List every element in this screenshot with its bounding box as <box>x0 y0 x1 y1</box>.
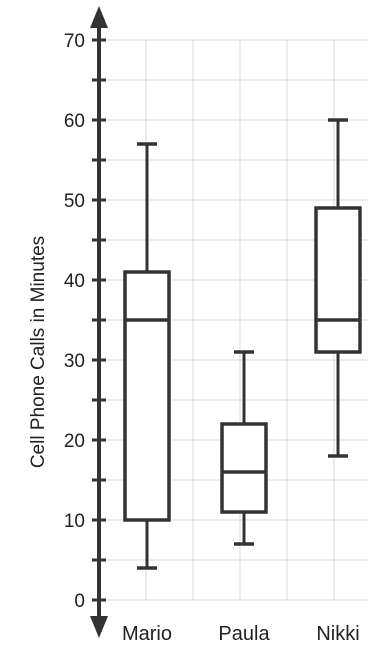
y-tick-label: 50 <box>64 191 85 212</box>
y-tick-label: 30 <box>64 351 85 372</box>
box-plot-mario <box>123 142 171 570</box>
y-axis-ticks: 0 10 20 30 40 50 60 70 <box>64 31 106 612</box>
y-tick-label: 60 <box>64 111 85 132</box>
x-axis-categories: Mario Paula Nikki <box>122 623 360 645</box>
y-axis-title: Cell Phone Calls in Minutes <box>28 236 49 468</box>
y-axis-arrow-down-icon <box>90 616 108 638</box>
box-iqr <box>123 270 171 522</box>
category-label: Mario <box>122 623 172 645</box>
box-iqr <box>220 422 268 514</box>
category-label: Nikki <box>316 623 359 645</box>
y-axis <box>90 6 108 638</box>
y-axis-arrow-up-icon <box>90 6 108 28</box>
y-tick-label: 40 <box>64 271 85 292</box>
category-label: Paula <box>218 623 270 645</box>
box-plot-paula <box>220 350 268 546</box>
y-tick-label: 10 <box>64 511 85 532</box>
y-tick-label: 20 <box>64 431 85 452</box>
y-tick-label: 70 <box>64 31 85 52</box>
box-plot-nikki <box>314 118 362 458</box>
box-iqr <box>314 206 362 354</box>
y-tick-label: 0 <box>74 591 85 612</box>
box-plots <box>123 118 362 570</box>
